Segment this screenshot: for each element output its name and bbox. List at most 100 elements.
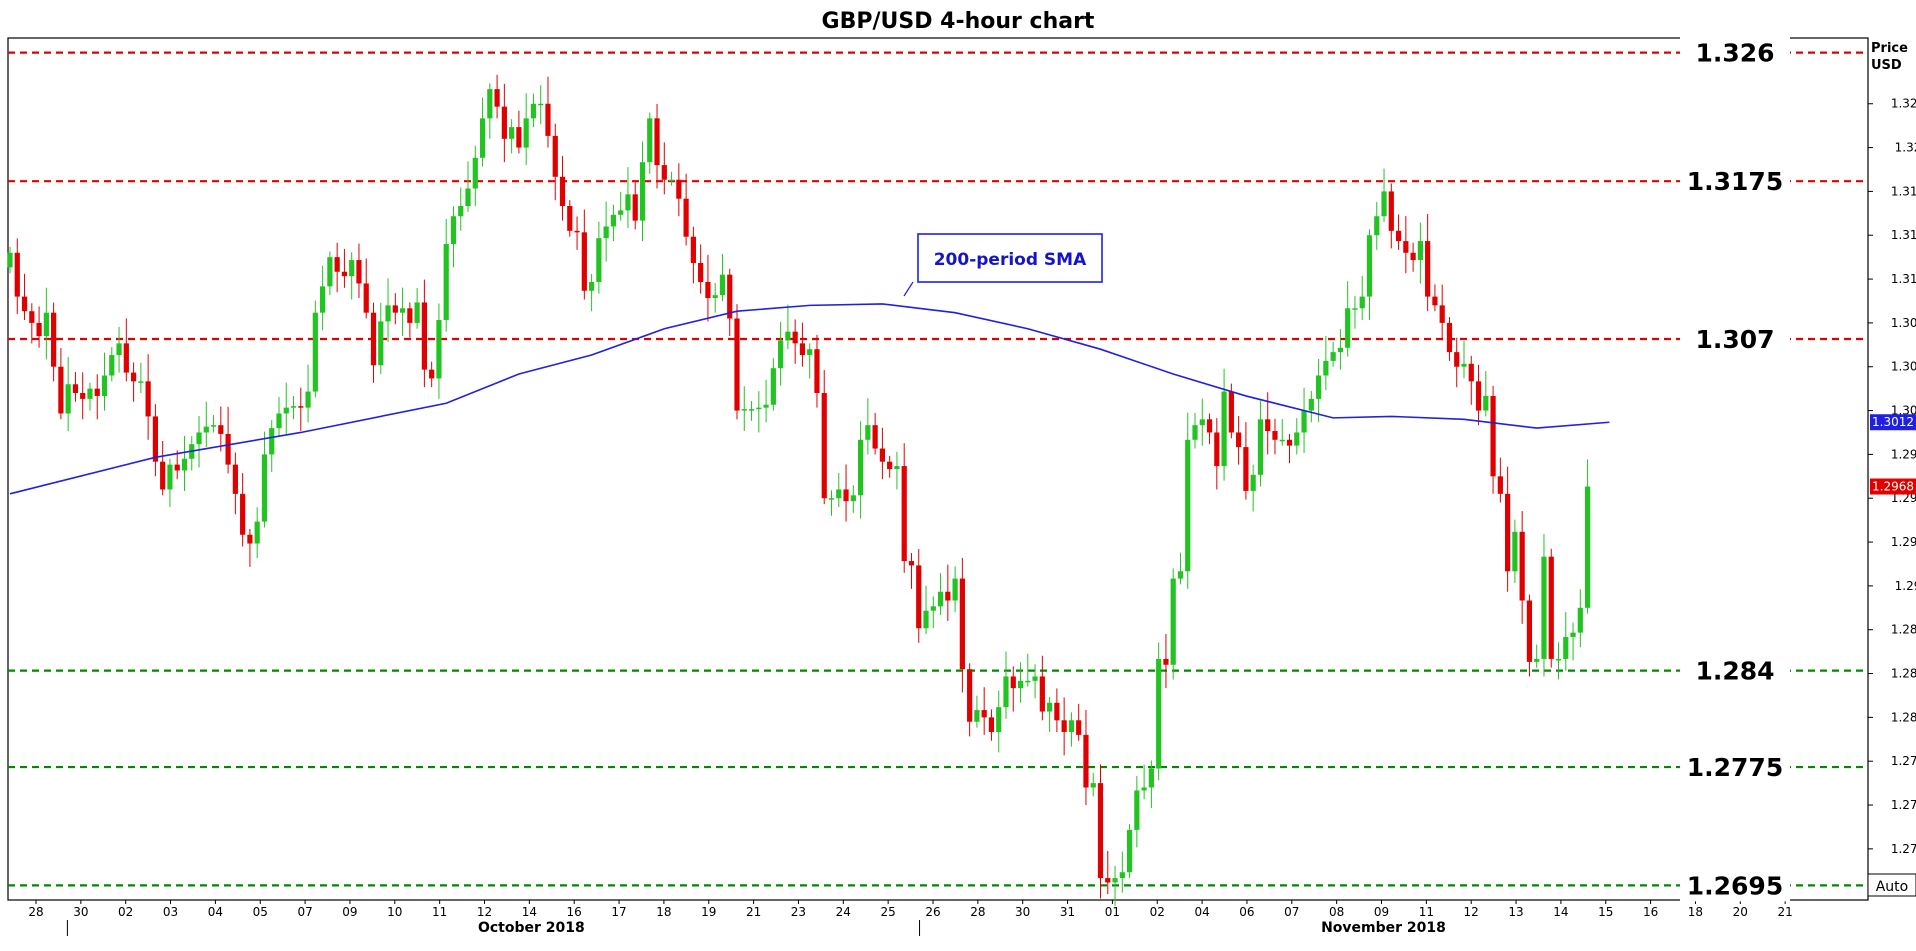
x-tick-label: 04 <box>1194 905 1209 919</box>
y-tick-label: 1.32 <box>1895 141 1916 155</box>
sma-callout: 200-period SMA <box>903 233 1103 297</box>
y-axis-label-line-2: USD <box>1871 58 1902 73</box>
level-label: 1.307 <box>1695 325 1774 354</box>
candle-body <box>916 565 922 629</box>
x-tick-label: 16 <box>1643 905 1658 919</box>
sma-value-label: 1.3012 <box>1872 415 1914 429</box>
y-tick-label: 1.305 <box>1891 360 1916 374</box>
candle-body <box>1257 419 1264 475</box>
level-label: 1.3175 <box>1687 167 1783 196</box>
last-price-tag <box>1870 478 1916 495</box>
candle-body <box>1548 556 1554 659</box>
x-tick-label: 01 <box>1105 905 1120 919</box>
candle-body <box>1039 676 1045 712</box>
candle-body <box>1468 363 1474 382</box>
candle-body <box>1381 191 1387 217</box>
candle-body <box>967 669 973 722</box>
candle-body <box>349 260 355 277</box>
candle-body <box>1090 783 1096 788</box>
candle-body <box>1192 425 1198 440</box>
candle-body <box>1126 829 1133 873</box>
candle-body <box>865 425 871 440</box>
x-tick-label: 09 <box>1374 905 1389 919</box>
x-axis-ticks: 28 30 02 03 04 05 07 09 10 11 12 14 16 17 18 19 21 23 24 25… <box>28 900 1793 936</box>
candle-body <box>887 461 893 469</box>
x-tick-label: 05 <box>253 905 268 919</box>
candle-body <box>43 312 49 337</box>
candle-body <box>705 281 711 299</box>
candle-body <box>1170 578 1176 665</box>
chart-title: GBP/USD 4-hour chart <box>822 9 1095 34</box>
candle-body <box>937 591 944 607</box>
candle-body <box>109 355 115 376</box>
candle-body <box>1345 308 1351 348</box>
x-tick-label: 02 <box>1150 905 1165 919</box>
candle-body <box>1250 474 1256 491</box>
auto-scale-box[interactable] <box>1867 873 1916 897</box>
y-tick-label: 1.275 <box>1891 798 1916 812</box>
candle-body <box>1483 395 1489 411</box>
candle-body <box>719 274 726 296</box>
candle-body <box>668 179 675 182</box>
candle-body <box>385 305 391 322</box>
last-price-label: 1.2968 <box>1872 480 1914 494</box>
candle-body <box>94 388 100 396</box>
candle-body <box>1236 432 1242 448</box>
candle-body <box>908 561 915 566</box>
month-label: October 2018 <box>478 920 585 936</box>
month-label: November 2018 <box>1321 920 1446 936</box>
candle-body <box>1279 439 1285 442</box>
candle-body <box>509 127 515 139</box>
candle-body <box>1003 676 1009 708</box>
price-tags: 1.3012 1.2968 <box>1870 414 1916 495</box>
candle-body <box>247 534 253 544</box>
candle-body <box>756 407 762 410</box>
candle-body <box>785 331 791 341</box>
candle-body <box>1359 296 1365 309</box>
candle-body <box>450 216 457 245</box>
candle-body <box>436 319 442 379</box>
candle-body <box>589 281 595 291</box>
candle-body <box>36 322 42 337</box>
candle-body <box>1068 720 1075 732</box>
candle-body <box>981 710 987 718</box>
candle-body <box>654 118 660 166</box>
candle-body <box>618 210 624 215</box>
candle-body <box>290 406 297 408</box>
candle-body <box>523 118 529 148</box>
candle-body <box>952 578 958 601</box>
candle-body <box>639 162 646 221</box>
candle-body <box>603 226 609 239</box>
candle-body <box>1148 768 1154 788</box>
candle-body <box>363 283 369 313</box>
candle-body <box>1534 658 1540 662</box>
candle-body <box>1330 352 1336 361</box>
x-tick-label: 12 <box>1464 905 1479 919</box>
candle-body <box>1352 308 1358 310</box>
candle-body <box>341 271 348 277</box>
candle-body <box>1141 787 1147 791</box>
x-tick-label: 25 <box>881 905 896 919</box>
x-tick-label: 30 <box>73 905 88 919</box>
x-tick-label: 14 <box>522 905 537 919</box>
candle-body <box>930 606 936 611</box>
candle-body <box>138 381 144 383</box>
x-tick-label: 21 <box>746 905 761 919</box>
candle-body <box>225 433 231 465</box>
candle-body <box>181 458 188 471</box>
candle-body <box>472 157 478 189</box>
candle-body <box>1316 375 1322 399</box>
candle-body <box>1519 531 1525 601</box>
candle-body <box>567 206 573 231</box>
candle-body <box>596 238 602 282</box>
candle-body <box>828 498 835 500</box>
candle-body <box>1010 676 1016 689</box>
auto-scale-button[interactable]: Auto <box>1867 873 1916 897</box>
candle-body <box>836 489 842 499</box>
candle-body <box>414 302 420 323</box>
x-tick-label: 12 <box>477 905 492 919</box>
candle-body <box>814 349 820 394</box>
candle-body <box>501 106 507 139</box>
candle-body <box>232 464 238 494</box>
candle-body <box>879 448 885 462</box>
